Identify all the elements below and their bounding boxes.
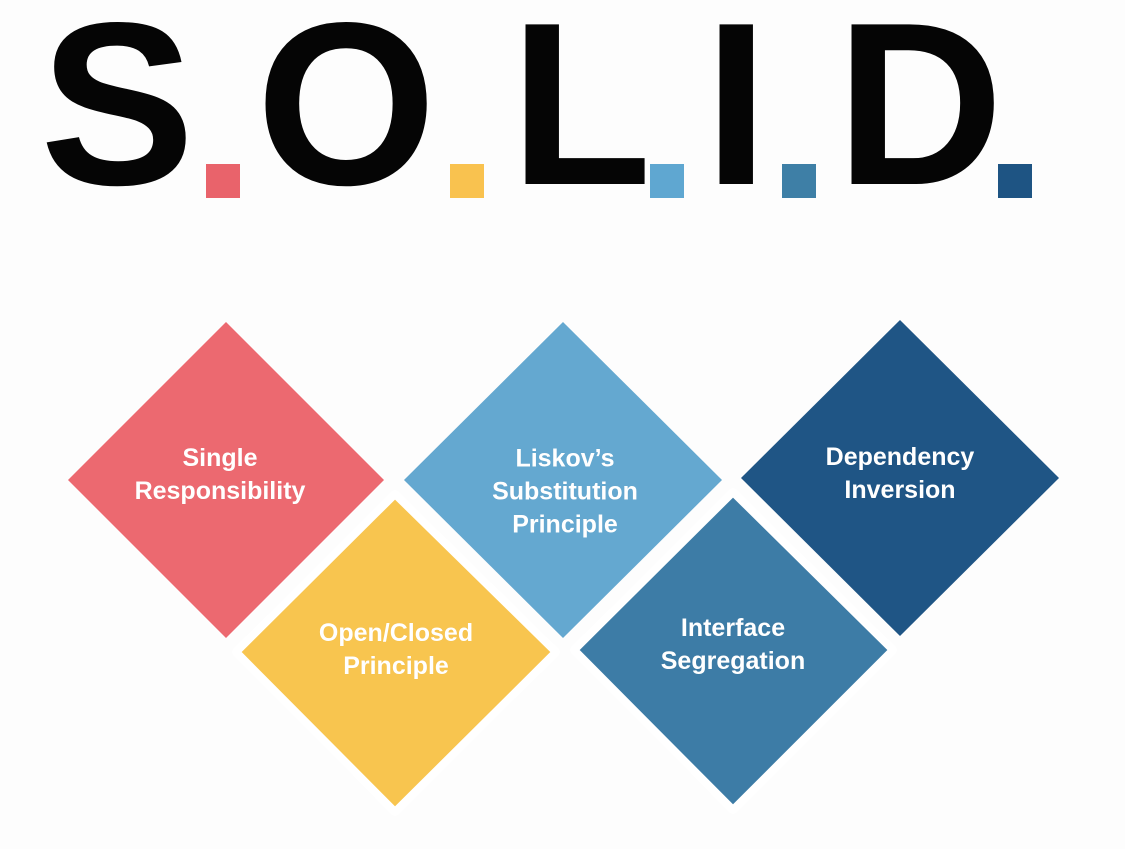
- diamond-dependency-inversion: [741, 320, 1059, 636]
- diamond-open-closed: [232, 490, 560, 816]
- label-line: Principle: [512, 510, 618, 539]
- title-dot-i: [782, 164, 816, 198]
- title-letter-i: I: [704, 0, 769, 234]
- title-letter-d: D: [836, 0, 1004, 234]
- title-letter-l: L: [510, 0, 652, 234]
- solid-title: S O L I D: [40, 0, 1090, 234]
- title-dot-s: [206, 164, 240, 198]
- title-dot-d: [998, 164, 1032, 198]
- label-open-closed: Open/Closed Principle: [286, 617, 506, 683]
- diamond-liskov-substitution: [404, 322, 722, 638]
- label-line: Segregation: [660, 647, 806, 675]
- diamond-interface-segregation: [570, 488, 897, 814]
- label-line: Substitution: [492, 477, 638, 506]
- label-interface-segregation: Interface Segregation: [623, 612, 843, 678]
- label-line: Dependency: [825, 443, 975, 471]
- label-line: Responsibility: [134, 477, 306, 505]
- label-dependency-inversion: Dependency Inversion: [790, 441, 1010, 507]
- label-line: Open/Closed: [318, 619, 474, 647]
- title-dot-l: [650, 164, 684, 198]
- label-single-responsibility: Single Responsibility: [110, 442, 330, 508]
- label-liskov-substitution: Liskov’s Substitution Principle: [455, 443, 675, 542]
- title-letter-o: O: [256, 0, 436, 234]
- label-line: Principle: [343, 652, 449, 680]
- title-dot-o: [450, 164, 484, 198]
- diamond-single-responsibility: [68, 322, 384, 638]
- label-line: Single: [182, 444, 258, 472]
- title-letter-s: S: [40, 0, 195, 234]
- label-line: Inversion: [844, 476, 956, 504]
- label-line: Interface: [680, 614, 786, 642]
- label-line: Liskov’s: [515, 444, 615, 473]
